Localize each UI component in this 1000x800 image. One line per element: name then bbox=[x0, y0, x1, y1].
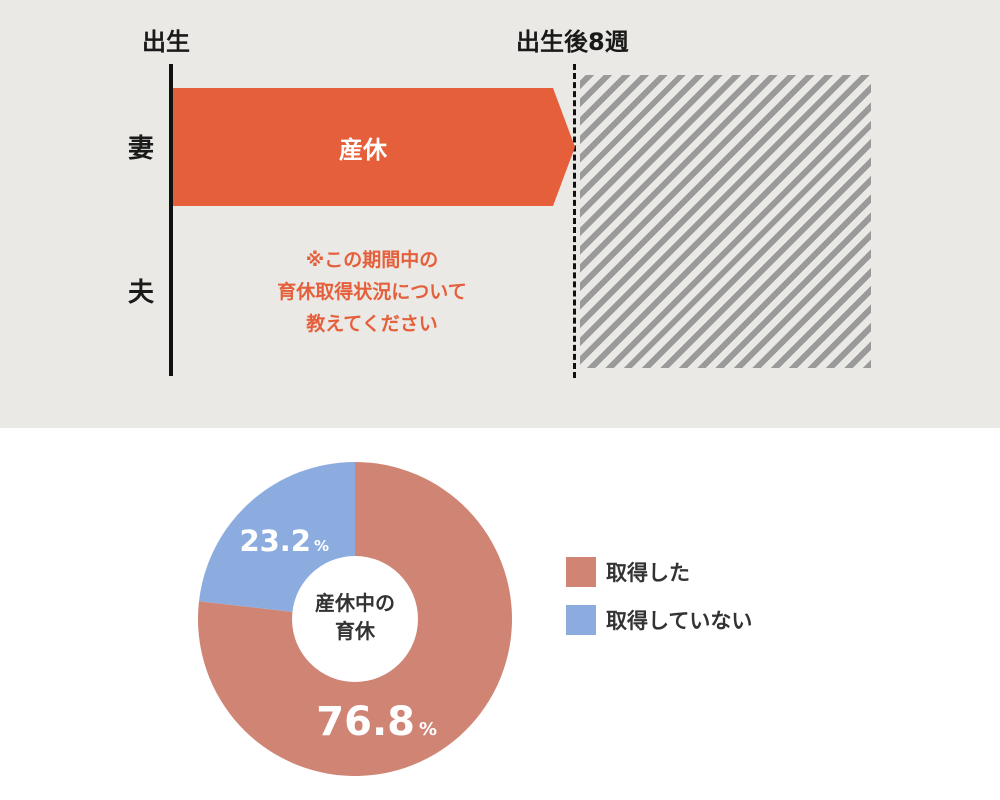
survey-note-line: ※この期間中の bbox=[305, 249, 439, 271]
maternity-leave-label: 産休 bbox=[339, 135, 387, 164]
slice-not-acquired-unit: % bbox=[314, 537, 329, 555]
husband-label: 夫 bbox=[128, 278, 155, 308]
legend-item-not-acquired: 取得していない bbox=[566, 604, 752, 636]
slice-not-acquired-value: 23.2 bbox=[239, 524, 311, 558]
survey-note: ※この期間中の 育休取得状況について 教えてください bbox=[200, 244, 544, 340]
chart-legend: 取得した 取得していない bbox=[566, 556, 752, 652]
legend-swatch bbox=[566, 605, 596, 635]
slice-acquired-unit: % bbox=[419, 719, 437, 740]
eight-weeks-dashed-line bbox=[573, 64, 576, 378]
survey-note-line: 育休取得状況について bbox=[277, 281, 467, 303]
donut-hole bbox=[292, 556, 418, 682]
wife-label: 妻 bbox=[128, 134, 155, 164]
legend-item-acquired: 取得した bbox=[566, 556, 752, 588]
eight-weeks-label: 出生後8週 bbox=[516, 28, 629, 56]
after-eight-weeks-hatched-area bbox=[580, 75, 871, 368]
survey-note-line: 教えてください bbox=[306, 313, 438, 335]
legend-swatch bbox=[566, 557, 596, 587]
birth-label: 出生 bbox=[142, 28, 190, 56]
center-label-line: 育休 bbox=[335, 619, 376, 643]
slice-acquired-value: 76.8 bbox=[316, 699, 415, 745]
donut-chart: 産休中の 育休 76.8 % 23.2 % bbox=[197, 462, 512, 776]
legend-label: 取得していない bbox=[606, 609, 753, 633]
maternity-leave-bar bbox=[173, 88, 575, 206]
timeline-panel: 出生 出生後8週 妻 夫 産休 ※この期間中の 育休取得状況について 教えてくだ… bbox=[0, 0, 1000, 428]
birth-line bbox=[169, 64, 173, 376]
legend-label: 取得した bbox=[606, 561, 690, 585]
center-label-line: 産休中の bbox=[315, 591, 395, 615]
